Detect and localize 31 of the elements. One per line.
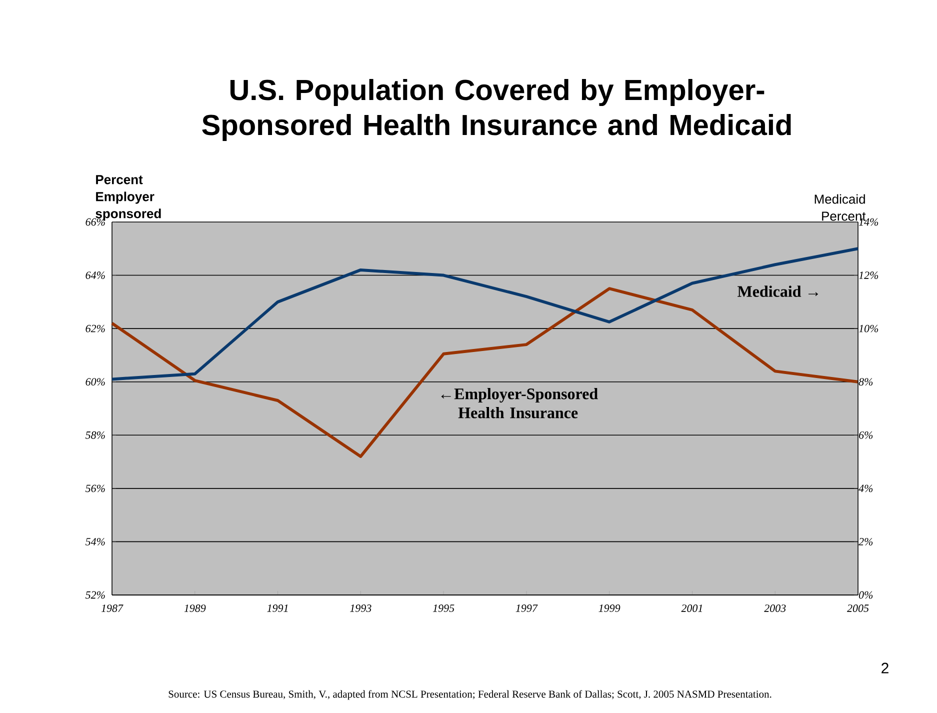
line-series: [110, 247, 860, 381]
y2-tick-label: 2%: [858, 538, 873, 546]
y2-tick-label: 6%: [858, 431, 873, 439]
x-tick-label: 2005: [847, 604, 869, 612]
source-note: Source: US Census Bureau, Smith, V., adapted from NCSL Presentation; Federal Reserve Bank of Dallas; Scott, J. 2005 NASMD Presentation.: [168, 690, 772, 700]
x-tick-label: 1991: [267, 604, 288, 612]
x-tick-label: 1999: [598, 604, 620, 612]
x-tick-label: 1987: [101, 604, 124, 612]
x-tick-label: 2001: [681, 604, 702, 612]
y2-tick-label: 0%: [858, 591, 873, 599]
y-tick-label: 58%: [85, 431, 105, 439]
y2-tick-label: 12%: [858, 272, 878, 280]
line-series: [110, 287, 860, 458]
y-tick-label: 62%: [86, 324, 105, 332]
y-tick-label: 56%: [85, 484, 105, 492]
x-tick-label: 1997: [516, 604, 538, 612]
y-tick-label: 64%: [86, 272, 105, 280]
x-tick-label: 2003: [764, 604, 786, 612]
x-tick-label: 1995: [432, 604, 454, 612]
y2-tick-label: 10%: [858, 324, 878, 332]
chart-title: U.S. Population Covered by Employer-Sponsored Health Insurance and Medicaid: [202, 78, 791, 142]
y2-tick-label: 8%: [858, 378, 873, 386]
y-tick-label: 52%: [85, 591, 105, 599]
text: 2: [882, 662, 888, 674]
series-label: Medicaid →: [738, 286, 818, 297]
x-tick-label: 1989: [184, 604, 206, 612]
y2-tick-label: 4%: [858, 484, 873, 492]
series-label: ←Employer-Sponsored Health Insurance: [441, 388, 598, 418]
y-tick-label: 60%: [86, 378, 105, 386]
x-tick-label: 1993: [350, 604, 372, 612]
y-tick-label: 54%: [85, 538, 105, 546]
